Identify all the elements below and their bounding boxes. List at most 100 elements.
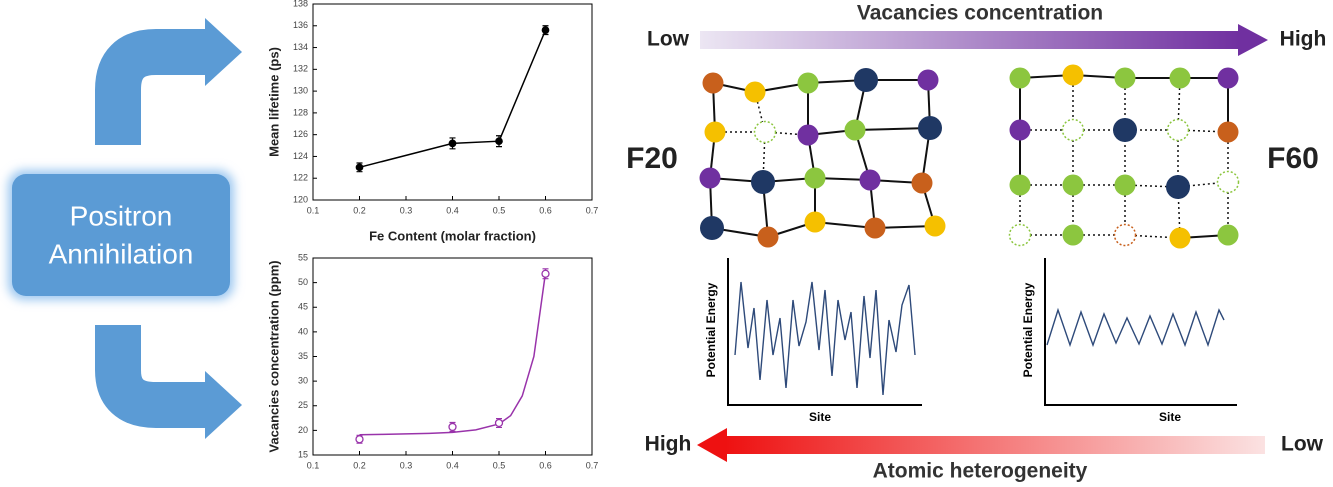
x-tick-label: 0.5 xyxy=(493,460,506,470)
point xyxy=(495,137,503,146)
arrow-up xyxy=(95,29,208,145)
energy-curve xyxy=(1046,307,1225,348)
x-tick-label: 0.1 xyxy=(307,460,320,470)
bond xyxy=(854,127,931,131)
energy-xlabel: Site xyxy=(809,410,831,424)
x-tick-label: 0.1 xyxy=(307,205,320,215)
energy-axes xyxy=(727,258,922,406)
vacancy xyxy=(1008,223,1032,247)
atom xyxy=(804,167,826,189)
atom xyxy=(702,72,724,94)
y-tick-label: 128 xyxy=(293,107,308,117)
scale-left: High xyxy=(645,433,692,456)
arrow-down xyxy=(95,325,208,428)
vacancy xyxy=(1113,223,1137,247)
sample-label: F60 xyxy=(1267,142,1319,175)
point xyxy=(541,26,550,34)
point xyxy=(494,418,504,428)
atom xyxy=(911,172,933,194)
y-tick-label: 136 xyxy=(293,20,308,30)
y-tick-label: 55 xyxy=(298,252,308,262)
y-axis-label: Mean lifetime (ps) xyxy=(266,47,281,157)
scale-right: Low xyxy=(1281,433,1324,456)
y-tick-label: 15 xyxy=(298,449,308,459)
line xyxy=(359,272,547,436)
bond xyxy=(1177,186,1181,239)
x-axis-label: Fe Content (molar fraction) xyxy=(369,228,536,243)
atom xyxy=(844,119,866,141)
atom xyxy=(1169,227,1191,249)
bond xyxy=(1124,184,1179,188)
atom xyxy=(1062,64,1084,86)
energy-ylabel: Potential Energy xyxy=(704,282,718,377)
atom xyxy=(797,124,819,146)
point xyxy=(355,163,364,172)
scale-title: Vacancies concentration xyxy=(857,2,1103,25)
scale-right: High xyxy=(1280,28,1327,51)
atom xyxy=(1062,174,1084,196)
point xyxy=(355,435,364,444)
energy-axes xyxy=(1044,258,1237,406)
atom xyxy=(1217,121,1239,143)
atom xyxy=(704,121,726,143)
scale-arrow xyxy=(700,31,1240,49)
arrow-head xyxy=(697,428,727,462)
atom xyxy=(918,116,942,140)
atom xyxy=(1169,67,1191,89)
atom xyxy=(1114,174,1136,196)
y-tick-label: 132 xyxy=(293,64,308,74)
atom xyxy=(1217,67,1239,89)
y-tick-label: 134 xyxy=(293,42,308,52)
y-tick-label: 25 xyxy=(298,400,308,410)
x-tick-label: 0.5 xyxy=(493,205,506,215)
energy-xlabel: Site xyxy=(1159,410,1181,424)
y-tick-label: 45 xyxy=(298,302,308,312)
point xyxy=(448,139,457,148)
atom xyxy=(699,167,721,189)
y-tick-label: 138 xyxy=(293,0,308,8)
x-tick-label: 0.6 xyxy=(539,460,552,470)
atom xyxy=(917,69,939,91)
atom xyxy=(1062,224,1084,246)
atom xyxy=(1113,118,1137,142)
y-tick-label: 120 xyxy=(293,194,308,204)
atom xyxy=(700,216,724,240)
plot-frame xyxy=(312,3,593,201)
y-tick-label: 122 xyxy=(293,173,308,183)
y-tick-label: 124 xyxy=(293,151,308,161)
y-tick-label: 20 xyxy=(298,425,308,435)
x-tick-label: 0.3 xyxy=(400,460,413,470)
vacancy xyxy=(1166,118,1190,142)
energy-curve xyxy=(734,281,916,396)
y-tick-label: 40 xyxy=(298,326,308,336)
y-tick-label: 130 xyxy=(293,85,308,95)
line xyxy=(359,29,547,169)
atom xyxy=(859,169,881,191)
arrow-head xyxy=(205,371,242,439)
point xyxy=(448,422,457,432)
x-tick-label: 0.6 xyxy=(539,205,552,215)
atom xyxy=(1217,224,1239,246)
atom xyxy=(1114,67,1136,89)
y-tick-label: 30 xyxy=(298,376,308,386)
box-text: Positron xyxy=(70,200,173,231)
atom xyxy=(744,81,766,103)
atom xyxy=(751,170,775,194)
scale-left: Low xyxy=(647,28,690,51)
x-tick-label: 0.4 xyxy=(446,460,459,470)
atom xyxy=(797,72,819,94)
x-tick-label: 0.2 xyxy=(353,205,366,215)
y-axis-label: Vacancies concentration (ppm) xyxy=(266,260,281,452)
atom xyxy=(864,217,886,239)
y-tick-label: 50 xyxy=(298,277,308,287)
x-tick-label: 0.4 xyxy=(446,205,459,215)
vacancy xyxy=(1216,170,1240,194)
scale-arrow xyxy=(725,436,1265,454)
scale-title: Atomic heterogeneity xyxy=(873,460,1088,483)
sample-label: F20 xyxy=(626,142,678,175)
x-tick-label: 0.3 xyxy=(400,205,413,215)
x-tick-label: 0.7 xyxy=(586,205,599,215)
atom xyxy=(804,211,826,233)
point xyxy=(541,269,550,278)
